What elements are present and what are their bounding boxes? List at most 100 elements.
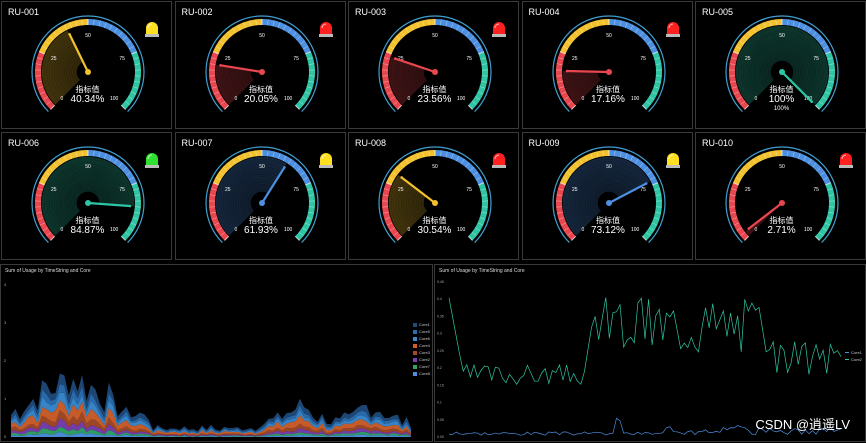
gauge-value: 100% — [768, 94, 795, 105]
gauge-label: 指标值 — [769, 85, 794, 94]
area-series — [11, 431, 411, 437]
svg-text:100: 100 — [630, 96, 639, 102]
svg-text:0: 0 — [60, 96, 63, 102]
svg-text:75: 75 — [813, 187, 819, 193]
line-y-tick: 0.2 — [437, 366, 442, 370]
line-y-tick: 0.05 — [437, 418, 444, 422]
svg-text:100: 100 — [804, 227, 813, 233]
alarm-lamp-icon — [145, 22, 159, 37]
svg-text:100: 100 — [283, 96, 292, 102]
alarm-lamp-icon — [665, 153, 680, 168]
line-y-tick: 0.25 — [437, 349, 444, 353]
legend-item: Core7 — [413, 363, 430, 370]
gauge-id: RU-002 — [181, 7, 213, 17]
gauge-label: 指标值 — [769, 216, 794, 225]
area-chart-title: Sum of Usage by TimeString and Core — [5, 268, 91, 274]
line-y-tick: 0.45 — [437, 280, 444, 284]
legend-item: Core2 — [845, 356, 862, 363]
gauge-label: 指标值 — [596, 216, 620, 225]
svg-text:25: 25 — [51, 56, 57, 62]
legend-item: Core1 — [413, 321, 430, 328]
gauge-tile-ru-008: RU-008 0 25 50 75 100 指标值 30.54% — [348, 132, 519, 260]
gauge-grid: RU-001 0 25 50 75 100 指标值 40.34% RU-002 0 25 50 75 10… — [1, 1, 866, 260]
svg-text:75: 75 — [813, 56, 819, 62]
line-chart: 0.45 0.4 0.35 0.3 0.25 0.2 0.15 0.1 0.05 0.00 — [437, 280, 842, 439]
svg-text:50: 50 — [779, 33, 785, 39]
gauge-label: 指标值 — [422, 85, 447, 94]
line-y-tick: 0.4 — [437, 297, 442, 301]
alarm-lamp-icon — [492, 153, 506, 168]
line-chart-title: Sum of Usage by TimeString and Core — [439, 268, 525, 274]
area-series — [11, 410, 411, 436]
gauge-id: RU-008 — [355, 138, 387, 148]
gauge-value: 17.16% — [591, 94, 625, 105]
gauge-value: 73.12% — [591, 225, 625, 236]
area-series — [11, 400, 411, 436]
line-y-tick: 0.00 — [437, 435, 444, 439]
svg-text:25: 25 — [398, 56, 404, 62]
gauge-label: 指标值 — [249, 216, 273, 225]
svg-text:75: 75 — [466, 56, 472, 62]
svg-text:50: 50 — [85, 164, 91, 170]
svg-text:0: 0 — [407, 227, 410, 233]
svg-text:50: 50 — [779, 164, 785, 170]
alarm-lamp-icon — [318, 153, 333, 168]
svg-text:50: 50 — [432, 164, 438, 170]
svg-text:50: 50 — [606, 33, 612, 39]
svg-text:25: 25 — [572, 56, 578, 62]
gauge-tile-ru-007: RU-007 0 25 50 75 100 指标值 61.93% — [174, 132, 346, 260]
svg-text:0: 0 — [407, 96, 410, 102]
gauge-value: 30.54% — [417, 225, 452, 236]
area-y-tick: 4 — [4, 282, 7, 287]
line-chart-legend: Core1 Core2 — [845, 349, 862, 363]
gauge-tile-ru-002: RU-002 0 25 50 75 100 指标值 20.05% — [174, 1, 346, 129]
svg-text:100: 100 — [283, 227, 292, 233]
gauge-id: RU-007 — [181, 138, 213, 148]
svg-text:0: 0 — [581, 96, 584, 102]
gauge-id: RU-001 — [8, 7, 40, 17]
svg-text:75: 75 — [640, 56, 646, 62]
svg-text:75: 75 — [119, 56, 125, 62]
line-y-tick: 0.1 — [437, 401, 442, 405]
gauge-tile-ru-009: RU-009 0 25 50 75 100 指标值 73.12% — [521, 132, 693, 260]
legend-item: Core6 — [413, 335, 430, 342]
gauge-value: 2.71% — [767, 225, 796, 236]
area-series — [11, 426, 411, 437]
gauge-id: RU-004 — [528, 7, 560, 17]
svg-text:75: 75 — [640, 187, 646, 193]
svg-text:100: 100 — [457, 227, 466, 233]
svg-text:25: 25 — [51, 187, 57, 193]
svg-text:100: 100 — [457, 96, 466, 102]
svg-text:50: 50 — [259, 164, 265, 170]
svg-text:50: 50 — [85, 33, 91, 39]
svg-text:75: 75 — [119, 187, 125, 193]
legend-item: Core8 — [413, 370, 430, 377]
legend-item: Core4 — [413, 342, 430, 349]
area-series — [11, 392, 411, 435]
svg-text:25: 25 — [398, 187, 404, 193]
svg-text:50: 50 — [259, 33, 265, 39]
svg-text:75: 75 — [466, 187, 472, 193]
gauge-tile-ru-003: RU-003 0 25 50 75 100 指标值 23.56% — [348, 1, 519, 129]
area-series — [11, 373, 411, 433]
gauge-tile-ru-010: RU-010 0 25 50 75 100 指标值 2.71% — [695, 132, 866, 260]
legend-item: Core3 — [413, 349, 430, 356]
svg-text:25: 25 — [225, 56, 231, 62]
gauge-dial: 0 25 50 75 100 — [378, 146, 492, 244]
svg-text:75: 75 — [293, 56, 299, 62]
gauge-id: RU-006 — [8, 138, 40, 148]
line-series-core1 — [448, 417, 842, 436]
gauge-dial: 0 25 50 75 100 — [551, 15, 666, 113]
area-series — [11, 418, 411, 437]
area-series — [11, 384, 411, 434]
svg-text:0: 0 — [754, 96, 757, 102]
alarm-lamp-icon — [318, 22, 333, 37]
line-y-tick: 0.3 — [437, 332, 442, 336]
watermark: CSDN @逍遥LV — [755, 417, 850, 432]
gauge-value: 20.05% — [244, 94, 278, 105]
